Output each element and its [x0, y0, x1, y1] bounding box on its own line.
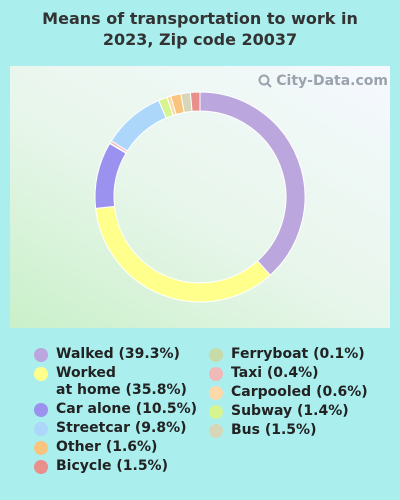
- legend-label: Bicycle (1.5%): [56, 458, 168, 474]
- legend-item: Bicycle (1.5%): [34, 458, 214, 475]
- slice-car-alone: [94, 142, 127, 209]
- watermark: City-Data.com: [258, 73, 388, 89]
- legend-swatch: [209, 348, 223, 362]
- legend-label: Subway (1.4%): [231, 403, 349, 419]
- legend-column-right: Ferryboat (0.1%) Taxi (0.4%) Carpooled (0.…: [209, 346, 394, 441]
- legend-label: Worked at home (35.8%): [56, 365, 187, 398]
- legend-swatch: [34, 441, 48, 455]
- donut-chart: [94, 91, 306, 303]
- legend-item: Car alone (10.5%): [34, 401, 214, 418]
- legend-label: Car alone (10.5%): [56, 401, 198, 417]
- legend-item: Walked (39.3%): [34, 346, 214, 363]
- legend-swatch: [209, 367, 223, 381]
- legend-swatch: [34, 422, 48, 436]
- slice-worked-at-home: [95, 205, 271, 303]
- legend-swatch: [34, 348, 48, 362]
- legend-label: Carpooled (0.6%): [231, 384, 368, 400]
- legend-item: Other (1.6%): [34, 439, 214, 456]
- legend-label: Walked (39.3%): [56, 346, 180, 362]
- slice-walked: [199, 91, 306, 276]
- legend-label: Streetcar (9.8%): [56, 420, 187, 436]
- legend-label: Taxi (0.4%): [231, 365, 319, 381]
- legend-item: Bus (1.5%): [209, 422, 394, 439]
- slice-bicycle: [189, 91, 201, 112]
- chart-title-line1: Means of transportation to work in: [42, 9, 358, 28]
- legend-label: Other (1.6%): [56, 439, 158, 455]
- legend-label: Bus (1.5%): [231, 422, 317, 438]
- legend-swatch: [34, 460, 48, 474]
- legend-item: Subway (1.4%): [209, 403, 394, 420]
- legend-item: Taxi (0.4%): [209, 365, 394, 382]
- legend-item: Carpooled (0.6%): [209, 384, 394, 401]
- legend-label: Ferryboat (0.1%): [231, 346, 365, 362]
- chart-title-line2: 2023, Zip code 20037: [102, 30, 298, 49]
- legend-swatch: [209, 424, 223, 438]
- legend-item: Ferryboat (0.1%): [209, 346, 394, 363]
- legend-item: Worked at home (35.8%): [34, 365, 214, 399]
- legend-swatch: [34, 403, 48, 417]
- legend-column-left: Walked (39.3%) Worked at home (35.8%) Car …: [34, 346, 214, 477]
- slice-streetcar: [110, 99, 167, 152]
- watermark-text: City-Data.com: [276, 73, 388, 89]
- legend-swatch: [209, 405, 223, 419]
- search-icon: [258, 74, 272, 88]
- legend-item: Streetcar (9.8%): [34, 420, 214, 437]
- legend-swatch: [209, 386, 223, 400]
- chart-title: Means of transportation to work in 2023,…: [0, 8, 400, 50]
- legend: Walked (39.3%) Worked at home (35.8%) Car …: [0, 346, 400, 496]
- legend-swatch: [34, 367, 48, 381]
